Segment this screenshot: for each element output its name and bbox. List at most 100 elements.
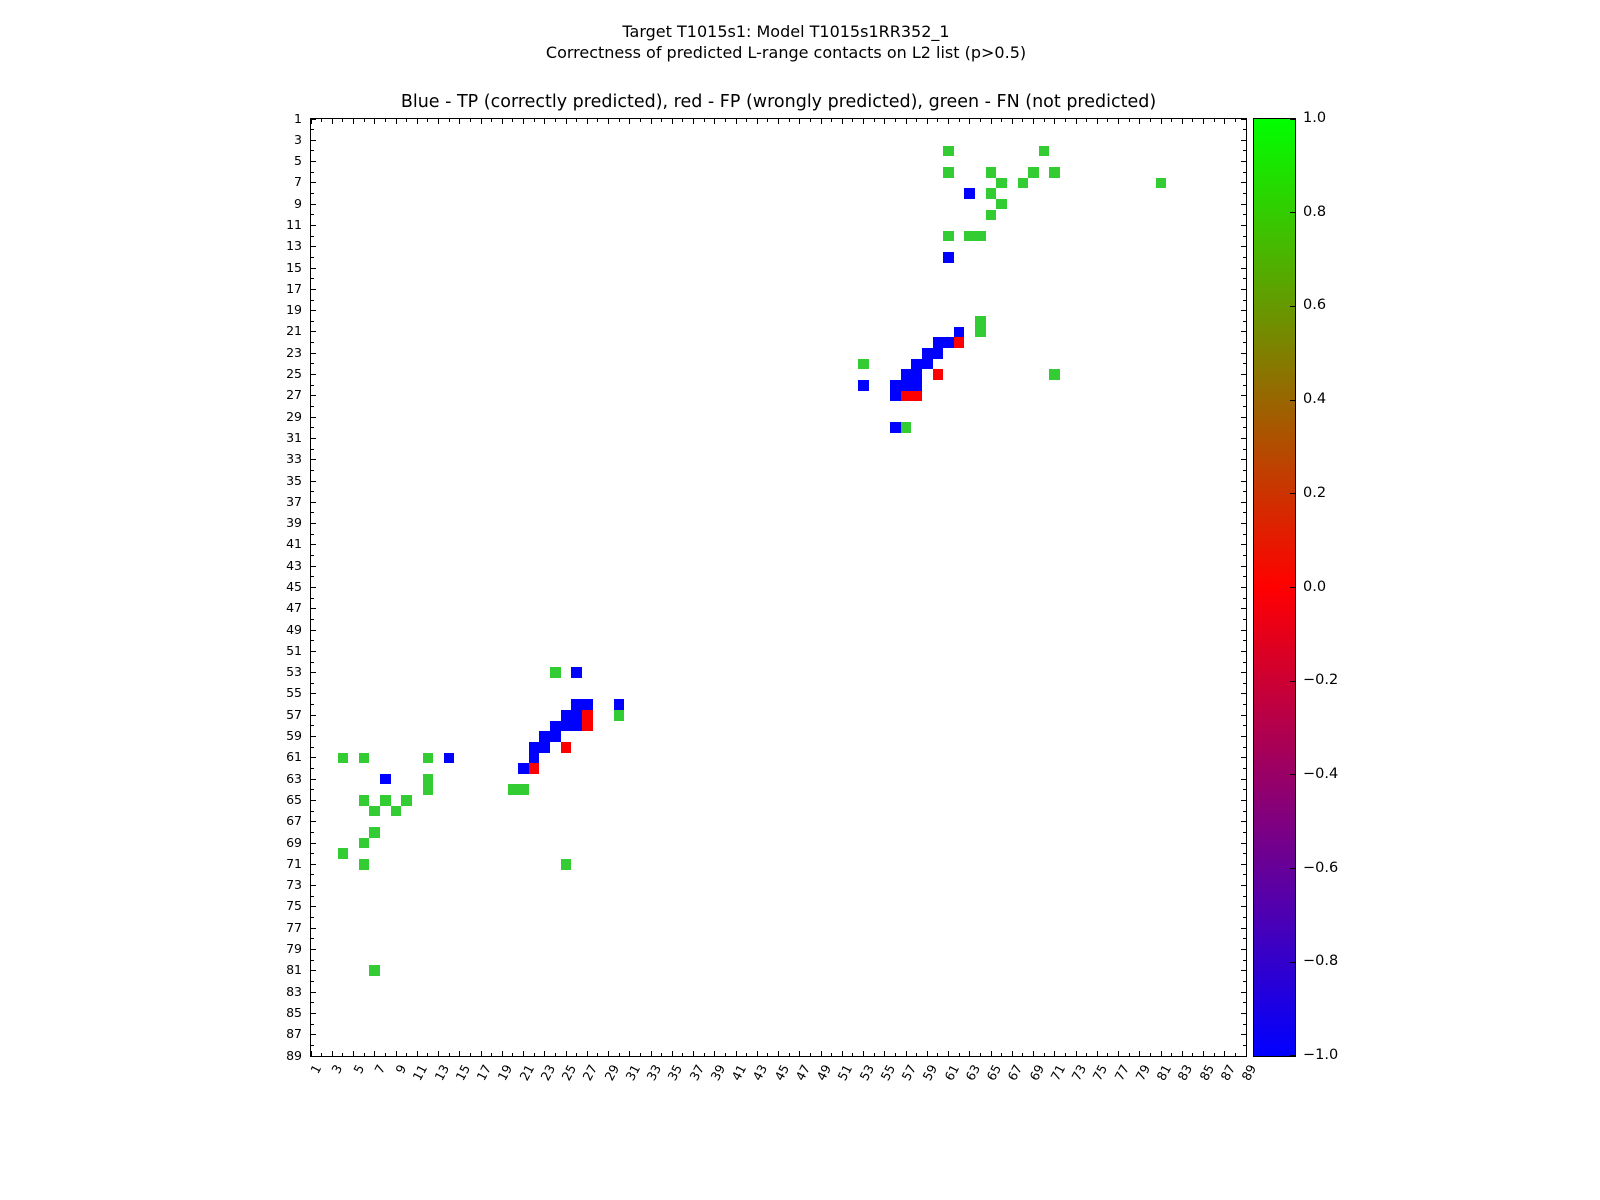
tick-mark — [1241, 1034, 1246, 1036]
minor-tick-mark — [979, 119, 981, 122]
minor-tick-mark — [311, 427, 314, 429]
tick-mark — [1241, 672, 1246, 674]
tick-mark — [310, 1051, 312, 1056]
tick-mark — [1241, 906, 1246, 908]
tick-mark — [1241, 288, 1246, 290]
y-tick-label: 37 — [286, 493, 302, 509]
tick-mark — [1241, 395, 1246, 397]
contact-cell-tp — [581, 699, 593, 710]
contact-cell-fp — [581, 709, 593, 721]
tick-mark — [523, 119, 524, 124]
tick-mark — [311, 565, 316, 567]
colorbar-tick-mark — [1290, 774, 1295, 776]
minor-tick-mark — [1243, 768, 1246, 769]
y-tick-label: 77 — [286, 919, 302, 935]
minor-tick-mark — [831, 1053, 833, 1056]
contact-cell-fp — [953, 337, 965, 348]
contact-cell-fn — [858, 358, 869, 370]
minor-tick-mark — [1243, 214, 1246, 216]
x-tick-label-text: 7 — [371, 1062, 388, 1077]
tick-mark — [1241, 544, 1246, 546]
minor-tick-mark — [1128, 119, 1130, 122]
minor-tick-mark — [618, 119, 620, 122]
tick-mark — [311, 863, 316, 865]
x-tick-label-text: 25 — [558, 1062, 580, 1084]
tick-mark — [311, 224, 316, 226]
minor-tick-mark — [1243, 725, 1246, 727]
minor-tick-mark — [311, 512, 314, 514]
contact-cell-fn — [1049, 369, 1061, 380]
tick-mark — [311, 437, 316, 439]
minor-tick-mark — [1022, 119, 1024, 122]
x-tick-label-text: 57 — [898, 1062, 920, 1084]
tick-mark — [586, 1051, 588, 1056]
tick-mark — [608, 119, 609, 124]
y-tick-label: 3 — [294, 131, 302, 147]
tick-mark — [1241, 736, 1246, 738]
minor-tick-mark — [311, 831, 314, 833]
tick-mark — [416, 1051, 418, 1056]
axes-title: Blue - TP (correctly predicted), red - F… — [400, 92, 1157, 112]
minor-tick-mark — [311, 171, 314, 173]
tick-mark — [311, 310, 316, 312]
minor-tick-mark — [1243, 704, 1246, 706]
contact-cell-tp — [911, 358, 922, 370]
contact-cell-fn — [943, 145, 954, 157]
minor-tick-mark — [1243, 129, 1246, 131]
tick-mark — [1241, 267, 1246, 269]
tick-mark — [735, 119, 737, 124]
minor-tick-mark — [746, 119, 748, 122]
x-tick-label-text: 51 — [834, 1062, 856, 1084]
minor-tick-mark — [682, 1053, 684, 1056]
x-tick-label-text: 43 — [749, 1062, 771, 1084]
tick-mark — [1241, 437, 1246, 439]
contact-cell-tp — [560, 709, 572, 721]
contact-cell-fn — [550, 667, 561, 678]
x-tick-label-text: 47 — [792, 1062, 813, 1084]
y-tick-label: 85 — [286, 1004, 302, 1020]
tick-mark — [671, 1051, 673, 1056]
x-tick-label-text: 45 — [771, 1062, 792, 1084]
tick-mark — [311, 480, 316, 482]
minor-tick-mark — [363, 119, 365, 122]
minor-tick-mark — [311, 980, 314, 982]
y-tick-label: 17 — [286, 280, 302, 296]
x-tick-label-text: 33 — [643, 1062, 665, 1084]
colorbar-tick-mark — [1290, 212, 1295, 214]
tick-mark — [438, 119, 439, 124]
minor-tick-mark — [311, 768, 314, 769]
colorbar — [1253, 118, 1296, 1057]
minor-tick-mark — [576, 119, 578, 122]
tick-mark — [1241, 459, 1246, 461]
tick-mark — [501, 119, 503, 124]
minor-tick-mark — [533, 119, 535, 122]
y-tick-label: 81 — [286, 962, 302, 978]
minor-tick-mark — [1243, 235, 1246, 237]
x-tick-label-text: 73 — [1068, 1062, 1090, 1084]
minor-tick-mark — [724, 1053, 726, 1056]
tick-mark — [1033, 1051, 1034, 1056]
tick-mark — [311, 246, 316, 248]
contact-cell-tp — [921, 347, 933, 359]
tick-mark — [1118, 119, 1119, 124]
tick-mark — [374, 1051, 376, 1056]
tick-mark — [1160, 1051, 1162, 1056]
minor-tick-mark — [916, 119, 918, 122]
y-tick-label: 87 — [286, 1026, 302, 1042]
minor-tick-mark — [682, 119, 684, 122]
minor-tick-mark — [724, 119, 726, 122]
contact-cell-fn — [985, 209, 997, 221]
y-tick-label: 19 — [286, 302, 302, 318]
tick-mark — [1241, 608, 1246, 610]
minor-tick-mark — [1243, 150, 1246, 152]
y-tick-label: 69 — [286, 834, 302, 850]
minor-tick-mark — [1243, 618, 1246, 620]
minor-tick-mark — [1243, 171, 1246, 173]
colorbar-tick-label: −0.4 — [1303, 765, 1339, 782]
minor-tick-mark — [491, 1053, 493, 1056]
minor-tick-mark — [533, 1053, 535, 1056]
minor-tick-mark — [311, 1002, 314, 1004]
tick-mark — [1245, 119, 1247, 124]
x-tick-label-text: 5 — [349, 1062, 367, 1077]
x-tick-label-text: 9 — [392, 1062, 410, 1077]
